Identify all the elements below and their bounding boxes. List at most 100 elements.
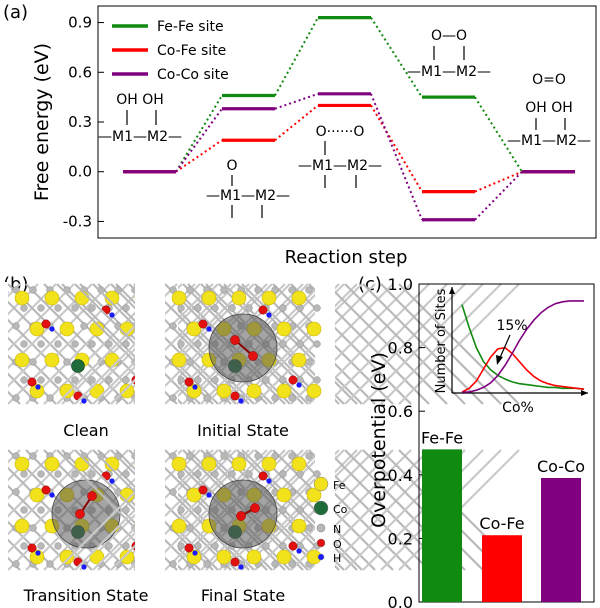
lattice-bond bbox=[0, 449, 111, 562]
n-atom bbox=[63, 358, 71, 366]
fe-atom bbox=[89, 549, 105, 565]
atom-legend-marker bbox=[313, 500, 329, 516]
n-atom bbox=[203, 560, 211, 568]
n-atom bbox=[296, 376, 304, 384]
n-atom bbox=[186, 524, 194, 532]
o-atom bbox=[87, 491, 97, 501]
lattice-bond bbox=[0, 449, 57, 508]
o-atom bbox=[198, 485, 208, 495]
n-atom bbox=[37, 506, 45, 514]
n-atom bbox=[177, 542, 185, 550]
fe-atom bbox=[276, 321, 292, 337]
n-atom bbox=[54, 304, 62, 312]
fe-atom bbox=[44, 290, 60, 306]
energy-levels bbox=[123, 16, 575, 222]
structure-o2-top: O=O bbox=[532, 72, 566, 88]
h-atom bbox=[206, 492, 212, 498]
overpotential-y-tick-label: 0.8 bbox=[388, 339, 413, 358]
lattice-bond bbox=[0, 449, 93, 544]
atom-legend: Fe Co NOH bbox=[313, 476, 348, 565]
fe-atom bbox=[186, 321, 202, 337]
fe-atom bbox=[216, 383, 232, 399]
o-atom bbox=[27, 543, 37, 553]
lattice-bond bbox=[0, 364, 39, 405]
n-atom bbox=[169, 394, 177, 402]
n-atom bbox=[254, 286, 262, 294]
o-atom bbox=[75, 509, 85, 519]
overpotential-y-ticks: 0.0 0.2 0.4 0.6 0.8 1.0 bbox=[388, 275, 425, 608]
n-atom bbox=[305, 452, 313, 460]
energy-y-tick-label: 0.9 bbox=[68, 14, 92, 32]
energy-connector bbox=[474, 171, 523, 221]
o-atom bbox=[248, 351, 258, 361]
h-atom bbox=[296, 548, 302, 554]
structure-o-top: O bbox=[226, 158, 237, 174]
n-atom bbox=[122, 340, 130, 348]
co-atom bbox=[71, 359, 85, 373]
fe-atom bbox=[291, 352, 307, 368]
n-atom bbox=[262, 542, 270, 550]
inset-line-3 bbox=[462, 300, 584, 393]
n-atom bbox=[254, 452, 262, 460]
n-atom bbox=[211, 470, 219, 478]
fe-atom bbox=[261, 290, 277, 306]
site-distribution-inset bbox=[449, 287, 588, 396]
lattice-bond bbox=[146, 283, 268, 405]
structure-o2-release: O=O OH OH —M1—M2— bbox=[507, 72, 591, 149]
n-atom bbox=[305, 524, 313, 532]
fe-atom bbox=[171, 290, 187, 306]
fe-atom bbox=[186, 487, 202, 503]
n-atom bbox=[29, 452, 37, 460]
n-atom bbox=[37, 376, 45, 384]
o-atom bbox=[198, 319, 208, 329]
n-atom bbox=[313, 470, 321, 478]
n-atom bbox=[46, 560, 54, 568]
o-atom bbox=[288, 541, 298, 551]
n-atom bbox=[288, 560, 296, 568]
n-atom bbox=[12, 394, 20, 402]
fe-atom bbox=[306, 487, 322, 503]
lattice-mask bbox=[0, 448, 8, 572]
fe-atom bbox=[29, 321, 45, 337]
energy-plot-frame bbox=[97, 5, 597, 239]
inset-annotation-arrow bbox=[498, 334, 511, 361]
fe-atom bbox=[171, 518, 187, 534]
n-atom bbox=[54, 376, 62, 384]
fe-atom bbox=[119, 383, 135, 399]
n-atom bbox=[279, 542, 287, 550]
inset-line-2 bbox=[461, 347, 585, 393]
lattice-bond bbox=[0, 283, 57, 342]
h-atom bbox=[35, 384, 41, 390]
atom-legend-marker bbox=[313, 476, 329, 492]
energy-connector bbox=[370, 93, 423, 221]
n-atom bbox=[71, 340, 79, 348]
n-atom bbox=[37, 304, 45, 312]
fe-atom bbox=[231, 456, 247, 472]
fe-atom bbox=[104, 456, 120, 472]
n-atom bbox=[88, 376, 96, 384]
lattice-mask bbox=[135, 282, 165, 406]
n-atom bbox=[194, 304, 202, 312]
n-atom bbox=[186, 286, 194, 294]
structure-m1m2: —M1—M2— bbox=[407, 64, 491, 80]
n-atom bbox=[20, 304, 28, 312]
structure-m1m2: —M1—M2— bbox=[206, 188, 290, 204]
o-atom bbox=[27, 377, 37, 387]
n-atom bbox=[296, 340, 304, 348]
fe-atom bbox=[246, 549, 262, 565]
n-atom bbox=[122, 542, 130, 550]
h-atom bbox=[109, 478, 115, 484]
energy-legend-label: Fe-Fe site bbox=[157, 19, 224, 35]
lattice-bond bbox=[146, 449, 268, 571]
n-atom bbox=[37, 470, 45, 478]
n-atom bbox=[296, 470, 304, 478]
n-atom bbox=[71, 376, 79, 384]
n-atom bbox=[46, 394, 54, 402]
fe-atom bbox=[89, 321, 105, 337]
n-atom bbox=[177, 304, 185, 312]
n-atom bbox=[54, 470, 62, 478]
n-atom bbox=[271, 394, 279, 402]
n-atom bbox=[12, 560, 20, 568]
lattice-bond bbox=[0, 530, 39, 571]
